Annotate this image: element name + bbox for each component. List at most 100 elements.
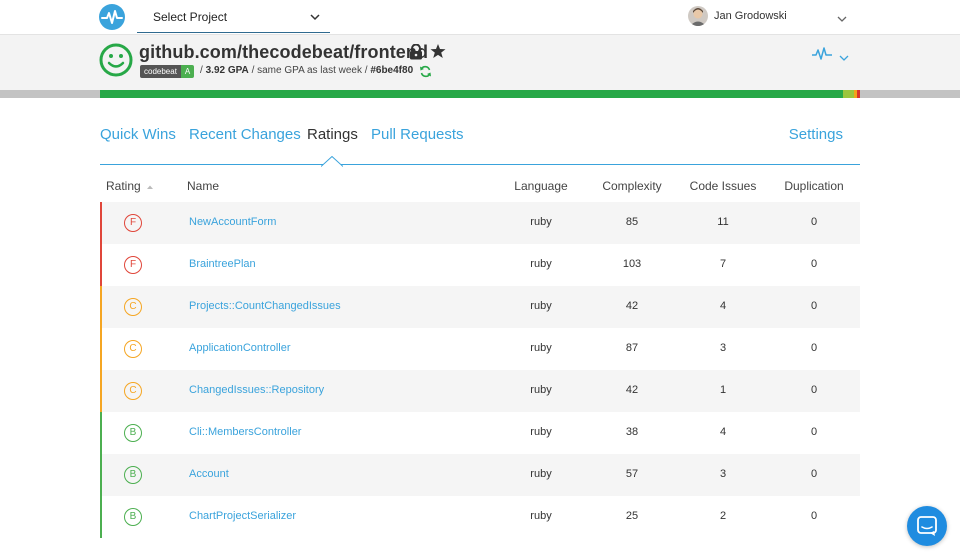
score-bar-red (857, 90, 860, 98)
codebeat-badge[interactable]: codebeat A (140, 65, 195, 78)
cell-language: ruby (530, 510, 552, 522)
column-rating[interactable]: Rating (106, 179, 154, 193)
badge-label: codebeat (140, 65, 181, 78)
cell-language: ruby (530, 468, 552, 480)
project-select-label: Select Project (153, 10, 228, 24)
cell-code-issues: 3 (719, 342, 727, 354)
cell-language: ruby (530, 426, 552, 438)
grade-badge: F (124, 214, 142, 232)
column-complexity[interactable]: Complexity (602, 179, 662, 193)
cell-complexity: 85 (625, 216, 639, 228)
gpa-note: same GPA as last week (257, 65, 362, 76)
pulse-logo-icon[interactable] (99, 4, 125, 30)
cell-code-issues: 3 (719, 468, 727, 480)
user-name: Jan Grodowski (714, 10, 787, 22)
separator: / (251, 65, 255, 76)
cell-duplication: 0 (810, 342, 818, 354)
cell-language: ruby (530, 384, 552, 396)
score-bar (0, 90, 960, 98)
commit-hash: #6be4f80 (370, 65, 414, 76)
cell-complexity: 57 (625, 468, 639, 480)
class-name-link[interactable]: ChangedIssues::Repository (189, 384, 325, 396)
table-row: B ChartProjectSerializer ruby 25 2 0 (100, 496, 860, 538)
repo-title: github.com/thecodebeat/frontend (139, 42, 429, 62)
cell-complexity: 42 (625, 384, 639, 396)
class-name-link[interactable]: BraintreePlan (189, 258, 256, 270)
cell-duplication: 0 (810, 300, 818, 312)
active-tab-indicator (320, 154, 344, 172)
column-code-issues[interactable]: Code Issues (689, 179, 757, 193)
cell-code-issues: 11 (717, 216, 729, 228)
tab-ratings[interactable]: Ratings (307, 126, 358, 143)
smiley-icon (99, 43, 133, 82)
chevron-down-icon (839, 50, 849, 68)
table-row: C ChangedIssues::Repository ruby 42 1 0 (100, 370, 860, 412)
tab-quick-wins[interactable]: Quick Wins (100, 126, 176, 143)
cell-duplication: 0 (810, 258, 818, 270)
project-subline: codebeat A / 3.92 GPA / same GPA as last … (140, 65, 432, 79)
table-row: F BraintreePlan ruby 103 7 0 (100, 244, 860, 286)
table-row: C Projects::CountChangedIssues ruby 42 4 0 (100, 286, 860, 328)
table-row: F NewAccountForm ruby 85 11 0 (100, 202, 860, 244)
chat-button[interactable] (907, 506, 947, 546)
column-duplication[interactable]: Duplication (784, 179, 844, 193)
grade-badge: F (124, 256, 142, 274)
score-bar-orange (854, 90, 857, 98)
gpa-value: 3.92 GPA (205, 65, 249, 76)
lock-icon (409, 43, 423, 65)
badge-grade: A (180, 65, 195, 78)
cell-code-issues: 1 (719, 384, 727, 396)
grade-badge: C (124, 340, 142, 358)
cell-duplication: 0 (810, 216, 818, 228)
class-name-link[interactable]: ChartProjectSerializer (189, 510, 296, 522)
cell-duplication: 0 (810, 384, 818, 396)
class-name-link[interactable]: Account (189, 468, 229, 480)
grade-badge: B (124, 424, 142, 442)
avatar (688, 6, 708, 26)
table-header: Rating Name Language Complexity Code Iss… (100, 177, 860, 197)
cell-duplication: 0 (810, 510, 818, 522)
tab-pull-requests[interactable]: Pull Requests (371, 126, 464, 143)
cell-complexity: 38 (625, 426, 639, 438)
grade-badge: C (124, 298, 142, 316)
table-row: B Cli::MembersController ruby 38 4 0 (100, 412, 860, 454)
project-select[interactable]: Select Project (137, 0, 330, 33)
grade-badge: B (124, 508, 142, 526)
top-bar: Select Project Jan Grodowski (0, 0, 960, 34)
sort-arrow-icon (147, 185, 154, 189)
class-name-link[interactable]: Projects::CountChangedIssues (189, 300, 341, 312)
star-icon[interactable] (430, 43, 446, 64)
project-header: github.com/thecodebeat/frontend codebeat… (0, 34, 960, 90)
cell-complexity: 25 (625, 510, 639, 522)
user-menu[interactable]: Jan Grodowski (688, 6, 853, 28)
class-name-link[interactable]: ApplicationController (189, 342, 291, 354)
activity-menu[interactable] (812, 47, 849, 66)
separator: / (364, 65, 368, 76)
cell-language: ruby (530, 300, 552, 312)
table-row: B Account ruby 57 3 0 (100, 454, 860, 496)
column-name[interactable]: Name (187, 179, 220, 193)
cell-duplication: 0 (810, 468, 818, 480)
cell-language: ruby (530, 216, 552, 228)
table-row: C ApplicationController ruby 87 3 0 (100, 328, 860, 370)
column-language[interactable]: Language (514, 179, 568, 193)
cell-complexity: 103 (622, 258, 642, 270)
class-name-link[interactable]: NewAccountForm (189, 216, 277, 228)
score-bar-green (100, 90, 843, 98)
cell-complexity: 42 (625, 300, 639, 312)
chevron-down-icon (310, 9, 320, 27)
cell-code-issues: 2 (719, 510, 727, 522)
activity-icon (812, 47, 832, 65)
separator: / (200, 65, 203, 76)
cell-language: ruby (530, 342, 552, 354)
tab-recent-changes[interactable]: Recent Changes (189, 126, 301, 143)
grade-badge: C (124, 382, 142, 400)
ratings-table: F NewAccountForm ruby 85 11 0 F BraintreePlan ru… (100, 202, 860, 538)
score-bar-yellowgreen (843, 90, 854, 98)
class-name-link[interactable]: Cli::MembersController (189, 426, 302, 438)
cell-code-issues: 4 (719, 300, 727, 312)
tab-settings[interactable]: Settings (788, 126, 843, 143)
refresh-icon[interactable] (419, 65, 432, 81)
cell-language: ruby (530, 258, 552, 270)
cell-code-issues: 7 (719, 258, 727, 270)
